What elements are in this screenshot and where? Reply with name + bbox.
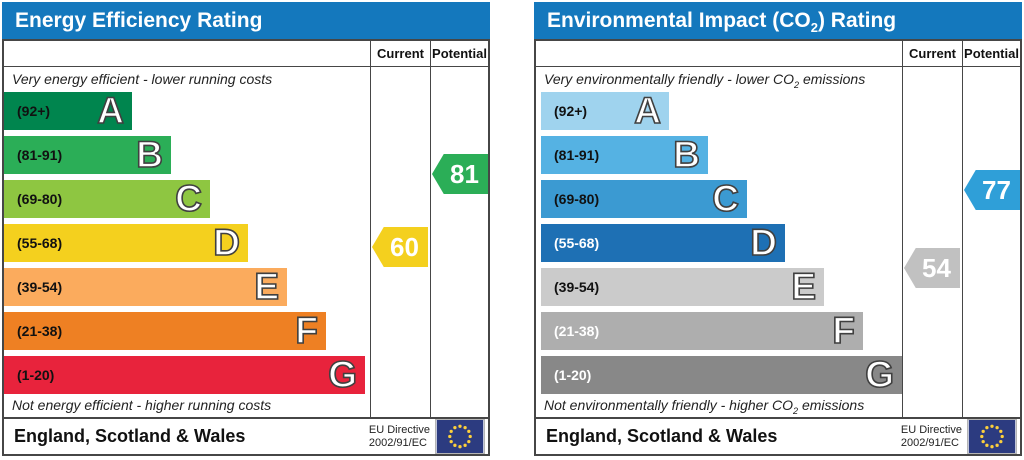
band-range-label: (55-68) (17, 235, 63, 251)
eu-directive-line2: 2002/91/EC (900, 436, 959, 449)
eu-directive-line2: 2002/91/EC (368, 436, 427, 449)
eu-directive-line1: EU Directive (900, 423, 962, 436)
current-rating-marker: 54 (904, 248, 960, 288)
current-column-line (370, 41, 371, 417)
band-letter: C (174, 178, 202, 219)
eu-flag-icon (967, 419, 1017, 454)
caption-text: Not energy efficient - higher running co… (12, 397, 272, 413)
column-header-rule (4, 66, 488, 67)
band-range-label: (1-20) (554, 367, 592, 383)
title-text-after: ) Rating (817, 9, 897, 32)
band-c: (69-80) C (541, 178, 747, 219)
band-d: (55-68) D (4, 222, 248, 263)
region-label: England, Scotland & Wales (546, 426, 778, 446)
band-range-label: (81-91) (17, 147, 63, 163)
band-range-label: (55-68) (554, 235, 600, 251)
current-column-header: Current (377, 46, 424, 61)
band-letter: C (711, 178, 739, 219)
top-caption: Very environmentally friendly - lower CO… (536, 67, 896, 91)
band-range-label: (39-54) (554, 279, 600, 295)
band-g: (1-20) G (541, 354, 902, 395)
caption-subscript: 2 (793, 405, 799, 416)
current-column-line (902, 41, 903, 417)
band-range-label: (69-80) (17, 191, 63, 207)
potential-column-header: Potential (964, 46, 1019, 61)
band-letter: G (864, 354, 894, 395)
title-subscript: 2 (810, 20, 818, 36)
bottom-caption: Not environmentally friendly - higher CO… (536, 393, 896, 417)
current-column-header: Current (909, 46, 956, 61)
potential-rating-marker: 81 (432, 154, 488, 194)
band-a: (92+) A (4, 90, 132, 131)
band-letter: A (633, 90, 661, 131)
caption-subscript: 2 (794, 79, 800, 90)
energy-efficiency-panel: Energy Efficiency Rating Current Potenti… (2, 2, 490, 456)
current-rating-marker: 60 (372, 227, 428, 267)
band-d: (55-68) D (541, 222, 785, 263)
potential-column-line (962, 41, 963, 417)
panel-footer: England, Scotland & Wales EU Directive 20… (536, 417, 1020, 454)
band-letter: G (327, 354, 357, 395)
potential-column-line (430, 41, 431, 417)
column-header-rule (536, 66, 1020, 67)
caption-text: Not environmentally friendly - higher CO (544, 397, 793, 413)
co2-chart-box: Current Potential Very environmentally f… (534, 39, 1022, 456)
band-letter: D (749, 222, 777, 263)
band-g: (1-20) G (4, 354, 365, 395)
caption-text: Very environmentally friendly - lower CO (544, 71, 795, 87)
panel-footer: England, Scotland & Wales EU Directive 20… (4, 417, 488, 454)
bottom-caption: Not energy efficient - higher running co… (4, 393, 364, 417)
eu-directive-line1: EU Directive (368, 423, 430, 436)
band-letter: E (791, 266, 817, 307)
band-letter: B (135, 134, 163, 175)
eu-flag-icon (435, 419, 485, 454)
band-f: (21-38) F (541, 310, 863, 351)
band-letter: B (672, 134, 700, 175)
caption-text-after: emissions (798, 397, 865, 413)
band-letter: F (295, 310, 319, 351)
band-e: (39-54) E (541, 266, 824, 307)
region-label: England, Scotland & Wales (14, 426, 246, 446)
band-range-label: (39-54) (17, 279, 63, 295)
potential-column-header: Potential (432, 46, 487, 61)
title-text: Energy Efficiency Rating (15, 9, 263, 32)
energy-panel-title: Energy Efficiency Rating (2, 2, 490, 39)
caption-text-after: emissions (799, 71, 866, 87)
band-range-label: (81-91) (554, 147, 600, 163)
co2-panel-title: Environmental Impact (CO2) Rating (534, 2, 1022, 39)
band-f: (21-38) F (4, 310, 326, 351)
band-range-label: (21-38) (17, 323, 63, 339)
band-letter: F (832, 310, 856, 351)
band-letter: D (212, 222, 240, 263)
eu-directive-label: EU Directive 2002/91/EC (369, 424, 430, 450)
energy-chart-box: Current Potential Very energy efficient … (2, 39, 490, 456)
band-letter: E (254, 266, 280, 307)
band-b: (81-91) B (541, 134, 708, 175)
top-caption: Very energy efficient - lower running co… (4, 67, 364, 91)
eu-directive-label: EU Directive 2002/91/EC (901, 424, 962, 450)
caption-text: Very energy efficient - lower running co… (12, 71, 273, 87)
band-letter: A (96, 90, 124, 131)
title-text: Environmental Impact (CO (547, 9, 811, 32)
band-range-label: (92+) (17, 103, 51, 119)
potential-rating-marker: 77 (964, 170, 1020, 210)
environmental-impact-panel: Environmental Impact (CO2) Rating Curren… (534, 2, 1022, 456)
band-b: (81-91) B (4, 134, 171, 175)
band-range-label: (92+) (554, 103, 588, 119)
band-e: (39-54) E (4, 266, 287, 307)
band-range-label: (69-80) (554, 191, 600, 207)
band-range-label: (1-20) (17, 367, 55, 383)
band-c: (69-80) C (4, 178, 210, 219)
band-a: (92+) A (541, 90, 669, 131)
band-range-label: (21-38) (554, 323, 600, 339)
